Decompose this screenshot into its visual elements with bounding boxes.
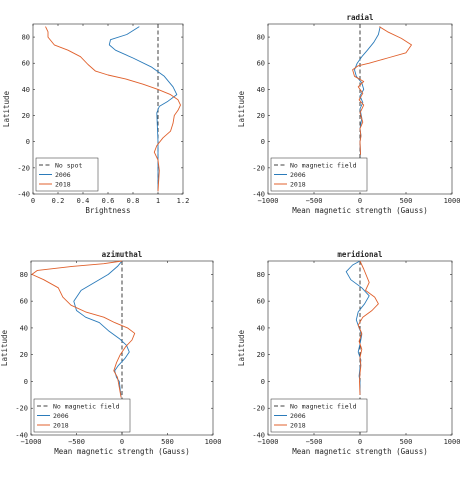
- panel-radial: −1000 −500 0 500 1000 -40 -20 0 20 40 60 80 Mean mag…: [237, 13, 460, 215]
- y-tick-label: 20: [257, 112, 265, 120]
- x-tick-label: 1000: [205, 438, 222, 446]
- series-line-2018: [31, 260, 136, 398]
- x-tick-label: 0: [358, 438, 362, 446]
- y-tick-label: 40: [20, 324, 28, 332]
- x-tick-label: 0.8: [127, 197, 140, 205]
- legend-label: No magnetic field: [290, 402, 357, 410]
- legend-label: 2018: [290, 180, 306, 188]
- series-line-2006: [108, 26, 178, 192]
- x-tick-label: −1000: [257, 438, 278, 446]
- legend-label: 2018: [290, 421, 306, 429]
- legend-label: 2006: [290, 412, 306, 420]
- legend-label: 2006: [55, 171, 71, 179]
- x-tick-label: 1.2: [177, 197, 190, 205]
- y-tick-label: -40: [252, 191, 265, 199]
- y-axis-label: Latitude: [2, 90, 11, 127]
- series-line-2006: [354, 26, 381, 155]
- y-tick-label: -40: [17, 191, 30, 199]
- x-tick-label: 500: [400, 197, 413, 205]
- x-tick-label: 1000: [444, 438, 461, 446]
- x-tick-label: 0: [358, 197, 362, 205]
- x-tick-label: 1000: [444, 197, 461, 205]
- legend-label: No magnetic field: [290, 161, 357, 169]
- series-line-2006: [73, 260, 130, 398]
- y-tick-label: 60: [257, 298, 265, 306]
- y-tick-label: -20: [17, 164, 30, 172]
- y-tick-label: -20: [252, 405, 265, 413]
- y-tick-label: 20: [22, 112, 30, 120]
- x-axis-label: Brightness: [85, 206, 130, 215]
- y-tick-label: 80: [22, 34, 30, 42]
- y-axis-label: Latitude: [237, 329, 246, 366]
- y-tick-label: 60: [20, 298, 28, 306]
- y-tick-label: 60: [257, 60, 265, 68]
- y-tick-label: 0: [261, 378, 265, 386]
- x-tick-label: 1: [156, 197, 160, 205]
- x-axis-label: Mean magnetic strength (Gauss): [292, 206, 427, 215]
- y-tick-label: 0: [261, 138, 265, 146]
- y-tick-label: -20: [15, 405, 28, 413]
- panel-title: azimuthal: [102, 250, 143, 259]
- y-tick-label: 80: [257, 271, 265, 279]
- x-tick-label: −500: [306, 197, 323, 205]
- y-tick-label: 40: [22, 86, 30, 94]
- x-tick-label: 0: [31, 197, 35, 205]
- legend-label: 2006: [290, 171, 306, 179]
- x-axis-label: Mean magnetic strength (Gauss): [54, 447, 189, 456]
- y-tick-label: 0: [24, 378, 28, 386]
- series-line-2018: [357, 260, 379, 395]
- y-tick-label: 60: [22, 60, 30, 68]
- legend-label: No magnetic field: [53, 402, 120, 410]
- y-tick-label: -40: [15, 432, 28, 440]
- y-tick-label: 80: [20, 271, 28, 279]
- y-tick-label: -40: [252, 432, 265, 440]
- y-tick-label: 40: [257, 86, 265, 94]
- x-tick-label: −500: [68, 438, 85, 446]
- x-tick-label: −500: [306, 438, 323, 446]
- legend-label: 2006: [53, 412, 69, 420]
- series-line-2018: [45, 26, 181, 192]
- series-line-2018: [352, 26, 412, 155]
- x-tick-label: 500: [400, 438, 413, 446]
- panel-title: meridional: [337, 250, 382, 259]
- y-tick-label: 0: [26, 138, 30, 146]
- legend-label: 2018: [55, 180, 71, 188]
- y-axis-label: Latitude: [237, 90, 246, 127]
- panel-meridional: −1000 −500 0 500 1000 -40 -20 0 20 40 60 80 Mean mag…: [237, 250, 460, 456]
- x-tick-label: 0.4: [77, 197, 90, 205]
- y-tick-label: -20: [252, 164, 265, 172]
- x-axis-label: Mean magnetic strength (Gauss): [292, 447, 427, 456]
- x-tick-label: −1000: [20, 438, 41, 446]
- panel-azimuthal: −1000 −500 0 500 1000 -40 -20 0 20 40 60 80 Mean mag…: [0, 250, 221, 456]
- y-tick-label: 20: [20, 351, 28, 359]
- x-tick-label: −1000: [257, 197, 278, 205]
- legend-label: No spot: [55, 161, 82, 169]
- x-tick-label: 0.6: [102, 197, 115, 205]
- legend-label: 2018: [53, 421, 69, 429]
- x-tick-label: 0.2: [52, 197, 65, 205]
- panel-brightness: 0 0.2 0.4 0.6 0.8 1 1.2 -40 -20 0 20 40 60 80 Brightne…: [2, 23, 190, 215]
- y-tick-label: 80: [257, 34, 265, 42]
- x-tick-label: 500: [161, 438, 174, 446]
- y-tick-label: 40: [257, 324, 265, 332]
- series-line-2006: [345, 260, 370, 395]
- panel-title: radial: [346, 13, 373, 22]
- y-tick-label: 20: [257, 351, 265, 359]
- x-tick-label: 0: [120, 438, 124, 446]
- y-axis-label: Latitude: [0, 329, 9, 366]
